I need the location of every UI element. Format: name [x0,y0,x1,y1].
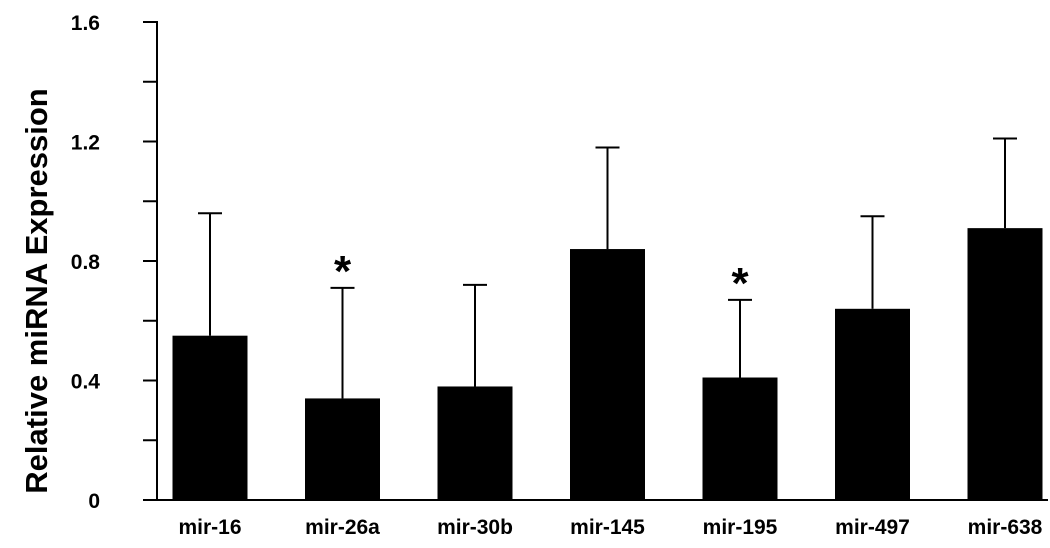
significance-markers-layer: * * [334,247,750,308]
y-tick-label: 0.4 [71,371,101,394]
bar [702,377,778,500]
significance-asterisk: * [731,259,749,308]
y-tick-label: 0 [88,490,100,513]
y-tick-label: 1.6 [71,12,100,35]
bar [835,308,910,500]
bar [967,228,1043,500]
x-category-label: mir-30b [437,516,513,539]
y-tick-label: 0.8 [71,251,101,274]
x-category-label: mir-145 [570,516,645,539]
x-category-label: mir-638 [968,516,1043,539]
bar [172,335,248,500]
significance-asterisk: * [334,247,352,296]
x-category-label: mir-26a [305,516,380,539]
y-axis-title-group: Relative miRNA Expression [19,88,54,493]
x-category-label: mir-195 [703,516,778,539]
y-tick-label: 1.2 [71,132,100,155]
x-labels-layer: mir-16 mir-26a mir-30b mir-145 mir-195 mir-49… [178,516,1042,539]
y-ticks-layer: 0 0.4 0.8 1.2 1.6 [71,12,157,513]
error-bars-layer [198,137,1017,399]
x-category-label: mir-16 [178,516,241,539]
y-axis-title: Relative miRNA Expression [19,88,54,493]
bar [305,398,380,500]
bars-layer [172,228,1043,500]
bar [437,386,513,500]
bar [570,249,645,500]
x-category-label: mir-497 [835,516,910,539]
